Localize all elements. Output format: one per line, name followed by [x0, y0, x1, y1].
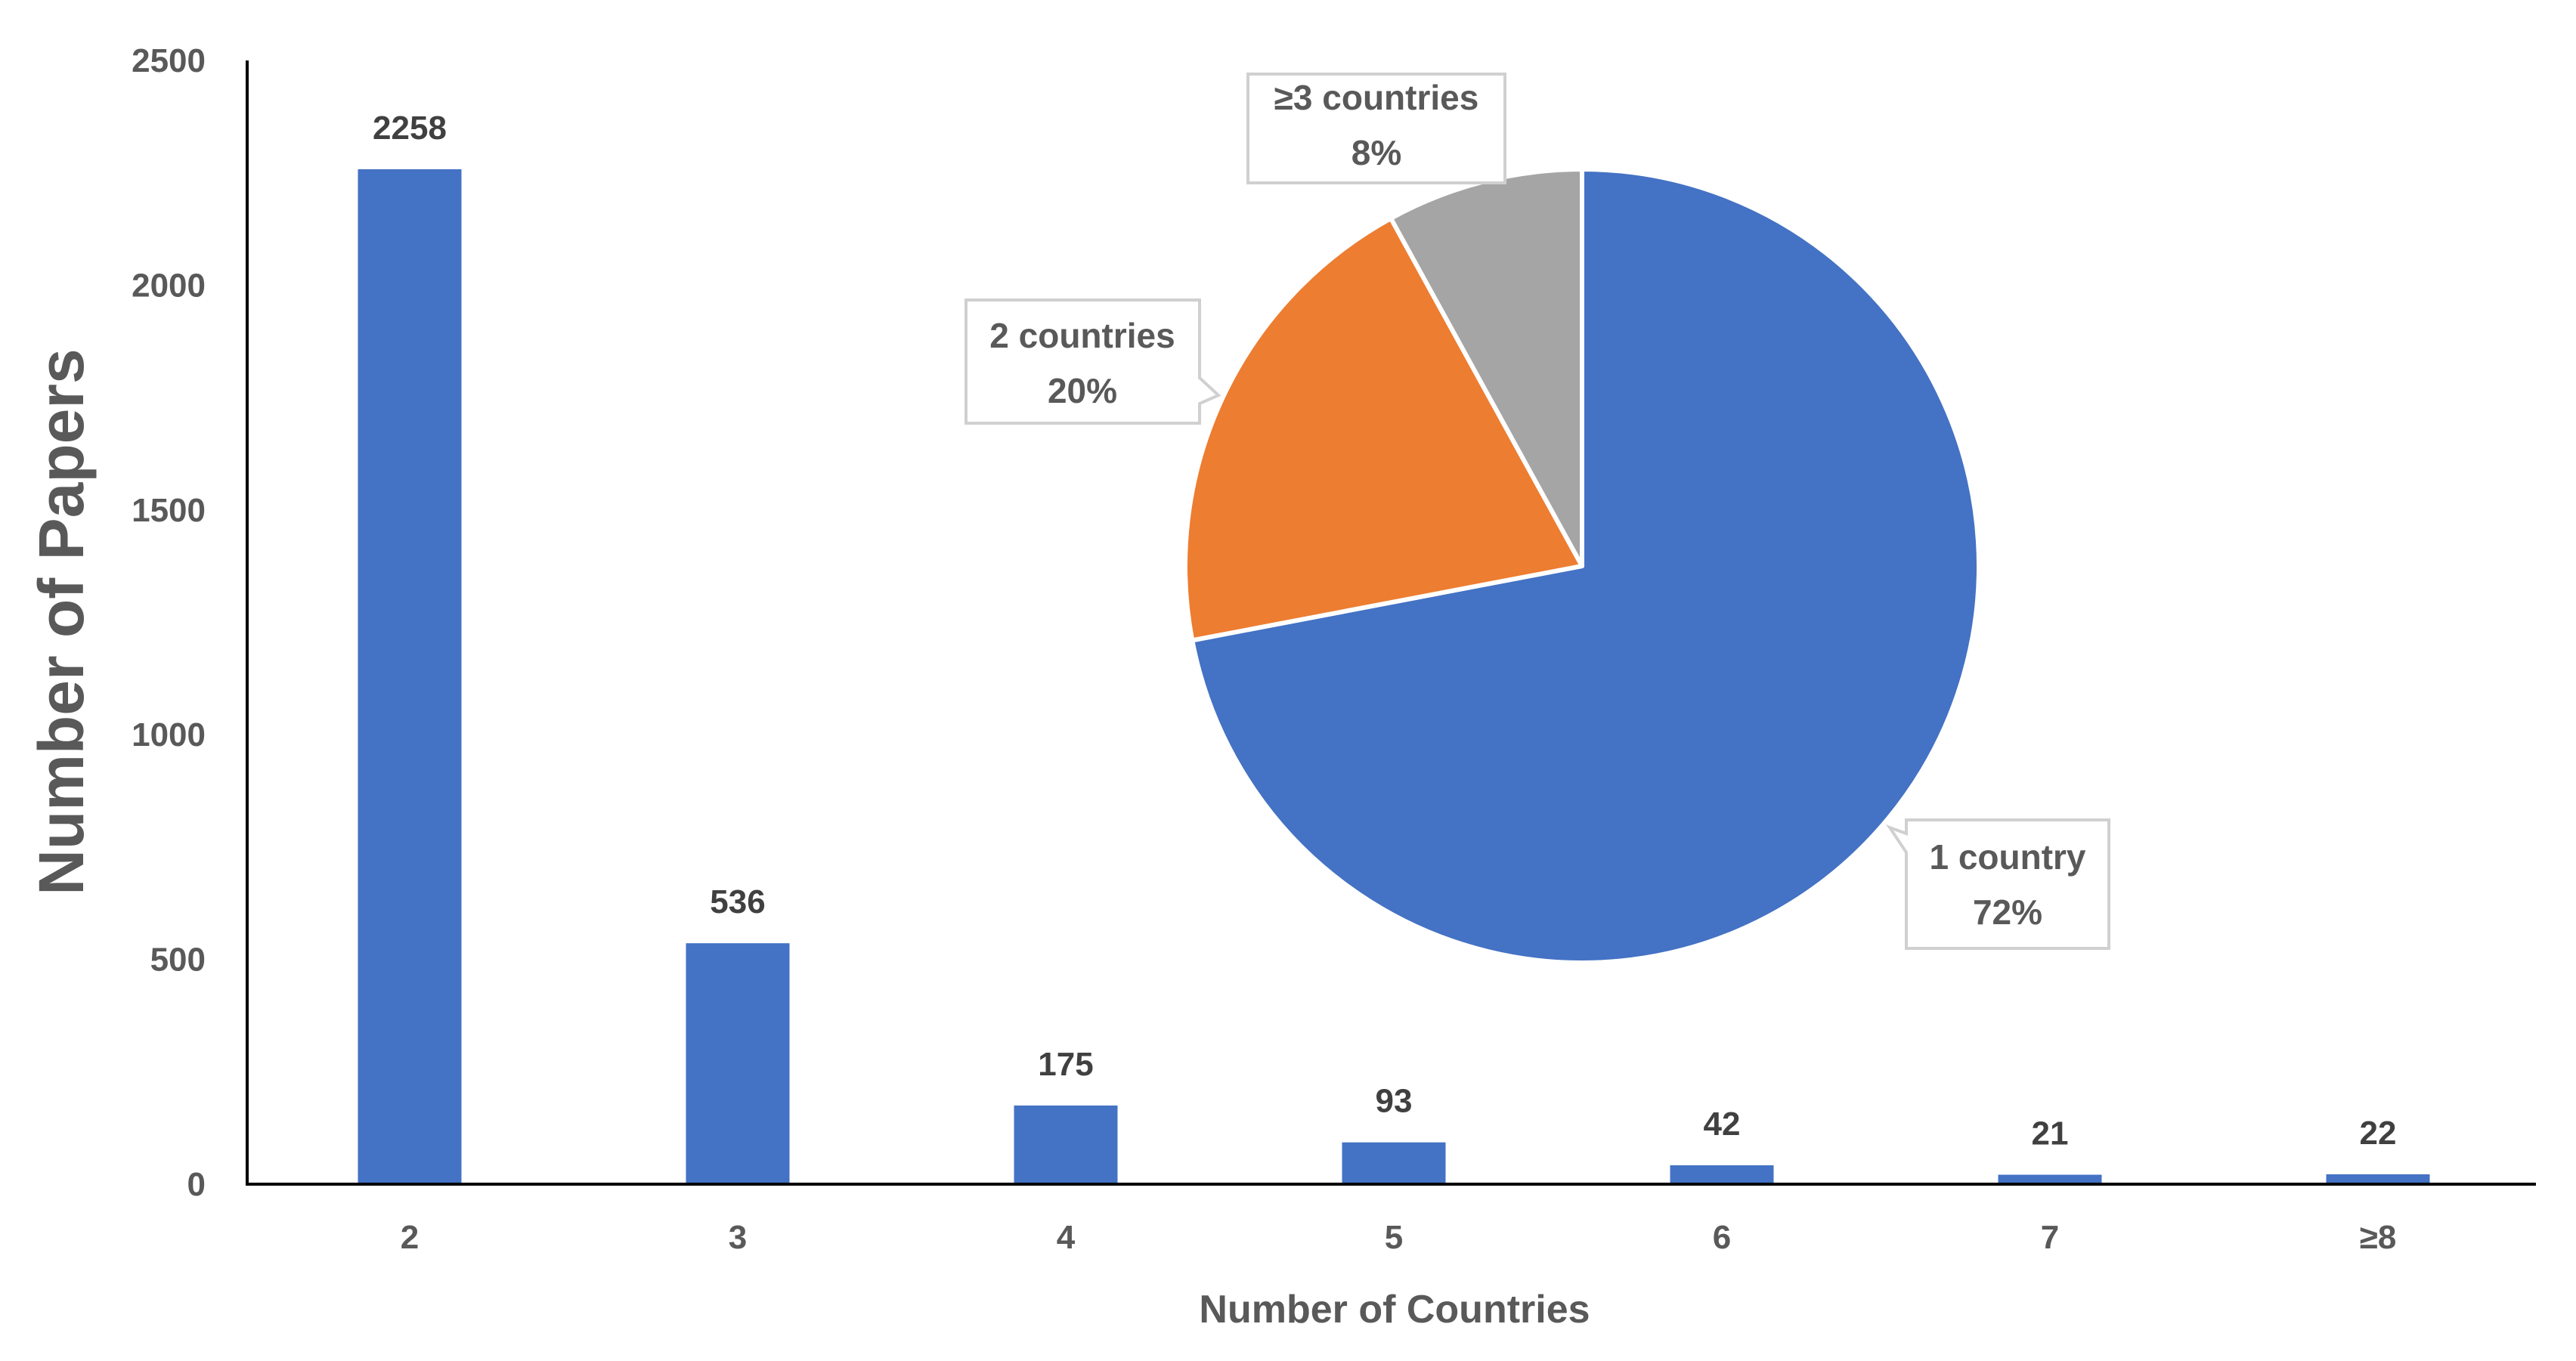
pie-callout-1-percent: 72% — [1973, 892, 2042, 932]
pie-chart: ≥3 countries 8% 2 countries 20% 1 countr… — [964, 73, 2110, 965]
pie-callout-2: 2 countries 20% — [964, 298, 1221, 425]
x-tick-label: 2 — [401, 1219, 419, 1256]
y-axis-ticks: 0 500 1000 1500 2000 2500 — [132, 42, 206, 1203]
y-tick-label: 2000 — [132, 267, 206, 304]
pie-slices — [1183, 167, 1981, 965]
bar — [358, 169, 462, 1184]
bar-data-labels: 2258 536 175 93 42 21 22 — [373, 110, 2396, 1152]
bar — [1670, 1165, 1774, 1184]
x-axis-ticks: 2 3 4 5 6 7 ≥8 — [401, 1219, 2397, 1256]
bar — [1342, 1142, 1446, 1184]
y-tick-label: 0 — [187, 1166, 206, 1203]
bar-data-label: 2258 — [373, 110, 447, 147]
pie-callout-2-label: 2 countries — [989, 316, 1175, 355]
y-tick-label: 1000 — [132, 716, 206, 753]
bar-data-label: 93 — [1376, 1083, 1413, 1120]
pie-callout-2-percent: 20% — [1048, 371, 1117, 410]
y-tick-label: 500 — [150, 942, 206, 979]
x-axis-title: Number of Countries — [1199, 1288, 1590, 1332]
bar-data-label: 536 — [710, 883, 765, 920]
y-tick-label: 1500 — [132, 492, 206, 529]
pie-callout-3plus: ≥3 countries 8% — [1246, 73, 1506, 184]
bar-data-label: 175 — [1038, 1046, 1093, 1083]
bar — [1998, 1174, 2102, 1184]
x-tick-label: 7 — [2041, 1219, 2059, 1256]
pie-callout-1: 1 country 72% — [1885, 818, 2110, 950]
y-axis-title: Number of Papers — [26, 348, 97, 895]
bar — [2326, 1174, 2430, 1184]
bar-data-label: 42 — [1704, 1106, 1741, 1143]
bar — [1014, 1105, 1118, 1184]
x-tick-label: ≥8 — [2360, 1219, 2397, 1256]
pie-callout-3plus-percent: 8% — [1351, 133, 1401, 172]
pie-slice — [1183, 215, 1584, 643]
bar-data-label: 21 — [2032, 1115, 2069, 1152]
pie-callout-3plus-label: ≥3 countries — [1274, 78, 1479, 117]
x-tick-label: 6 — [1713, 1219, 1731, 1256]
bars — [358, 169, 2430, 1184]
pie-slice — [1190, 167, 1981, 965]
pie-callout-1-label: 1 country — [1929, 837, 2085, 877]
x-tick-label: 3 — [729, 1219, 747, 1256]
y-tick-label: 2500 — [132, 42, 206, 79]
bar — [686, 943, 790, 1184]
bar-data-label: 22 — [2360, 1115, 2397, 1152]
pie-callouts: ≥3 countries 8% 2 countries 20% 1 countr… — [964, 73, 2110, 950]
x-tick-label: 5 — [1385, 1219, 1403, 1256]
x-tick-label: 4 — [1057, 1219, 1076, 1256]
